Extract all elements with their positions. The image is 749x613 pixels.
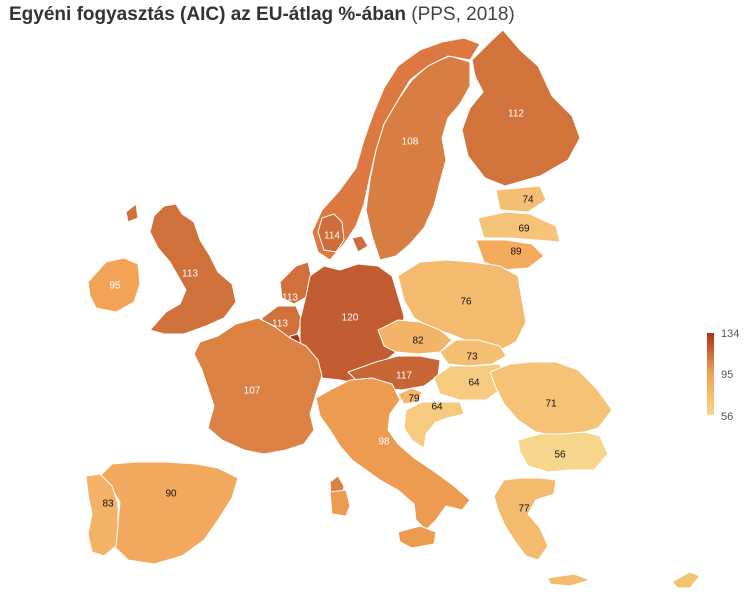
value-label-germany: 120 [342, 313, 359, 324]
countries-layer [85, 29, 701, 589]
value-label-italy: 98 [378, 437, 390, 448]
value-label-netherlands: 113 [282, 293, 298, 304]
value-label-estonia: 74 [522, 195, 534, 206]
value-label-slovakia: 73 [466, 352, 478, 363]
value-label-bulgaria: 56 [554, 450, 566, 461]
country-latvia[interactable] [477, 211, 561, 243]
country-italy[interactable] [315, 377, 471, 531]
value-label-slovenia: 79 [408, 394, 420, 405]
country-sweden[interactable] [365, 55, 471, 261]
country-france[interactable] [193, 317, 323, 455]
map-title-main: Egyéni fogyasztás (AIC) az EU-átlag %-áb… [9, 4, 406, 25]
value-label-austria: 117 [396, 371, 412, 382]
country-cyprus[interactable] [671, 571, 701, 589]
value-label-croatia: 64 [431, 402, 443, 413]
legend-color-bar [707, 333, 714, 415]
color-legend: 134 95 56 [707, 328, 739, 423]
country-lithuania[interactable] [475, 239, 545, 271]
country-greece[interactable] [547, 573, 591, 587]
labels-layer: 112 108 74 69 89 114 113 95 113 113 120 76 82 73 117 64… [102, 109, 566, 515]
country-spain[interactable] [99, 461, 239, 565]
value-label-latvia: 69 [518, 224, 530, 235]
country-greece[interactable] [493, 477, 557, 561]
value-label-hungary: 64 [468, 378, 480, 389]
value-label-czechia: 82 [412, 336, 424, 347]
value-label-romania: 71 [545, 399, 557, 410]
country-ireland[interactable] [87, 257, 141, 313]
legend-max-label: 134 [721, 328, 739, 340]
country-united-kingdom[interactable] [125, 203, 139, 223]
value-label-ireland: 95 [109, 281, 121, 292]
country-slovakia[interactable] [439, 339, 507, 367]
country-romania[interactable] [489, 361, 613, 437]
country-denmark[interactable] [317, 213, 345, 253]
country-finland[interactable] [461, 29, 581, 187]
value-label-spain: 90 [165, 489, 177, 500]
value-label-france: 107 [244, 386, 261, 397]
country-estonia[interactable] [495, 185, 547, 213]
value-label-finland: 112 [508, 109, 524, 120]
country-bulgaria[interactable] [517, 431, 609, 473]
country-czechia[interactable] [377, 319, 453, 355]
value-label-poland: 76 [460, 297, 472, 308]
legend-mid-label: 95 [721, 369, 733, 381]
country-portugal[interactable] [85, 473, 119, 557]
country-italy[interactable] [329, 489, 351, 517]
value-label-denmark: 114 [324, 231, 340, 242]
country-denmark[interactable] [351, 235, 369, 253]
value-label-greece: 77 [518, 504, 530, 515]
value-label-portugal: 83 [102, 499, 114, 510]
value-label-lithuania: 89 [510, 247, 522, 258]
country-croatia[interactable] [403, 401, 465, 449]
map-title-subtitle: (PPS, 2018) [411, 4, 515, 25]
country-slovenia[interactable] [397, 387, 423, 405]
country-italy[interactable] [397, 525, 437, 549]
country-united-kingdom[interactable] [149, 203, 237, 335]
country-norway[interactable] [311, 37, 481, 261]
map-title: Egyéni fogyasztás (AIC) az EU-átlag %-áb… [9, 4, 515, 26]
value-label-united-kingdom: 113 [182, 269, 198, 280]
legend-min-label: 56 [721, 411, 733, 423]
value-label-sweden: 108 [402, 137, 419, 148]
value-label-belgium: 113 [272, 319, 288, 330]
